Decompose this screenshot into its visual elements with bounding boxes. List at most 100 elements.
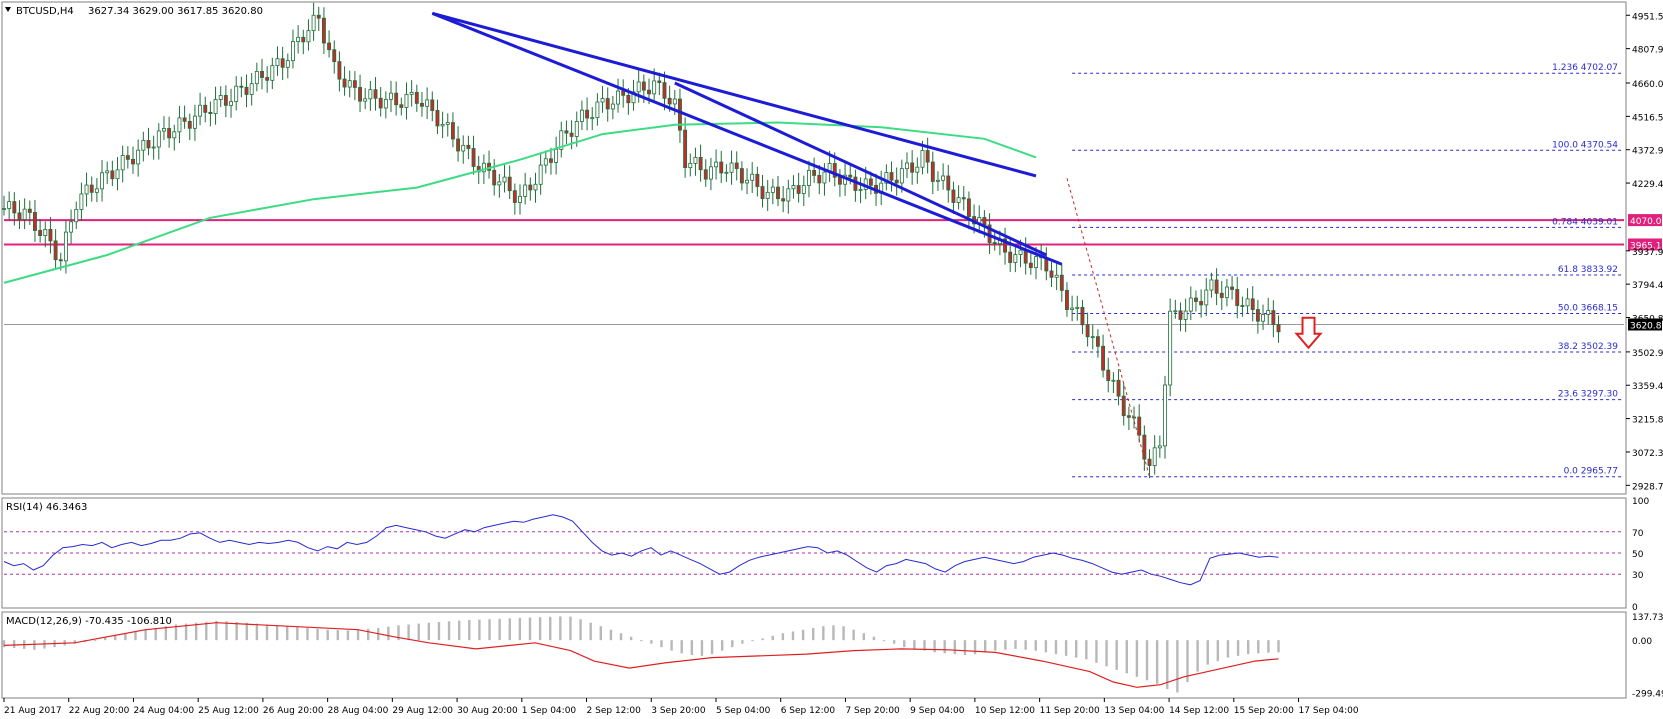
bull-candle bbox=[610, 103, 615, 110]
macd-histogram-bar bbox=[973, 640, 977, 655]
macd-histogram-bar bbox=[680, 640, 683, 654]
macd-histogram-bar bbox=[852, 629, 855, 641]
bear-candle bbox=[430, 99, 435, 111]
macd-histogram-bar bbox=[781, 633, 785, 641]
y-tick-label: 3072.30 bbox=[1632, 449, 1663, 459]
bull-candle bbox=[1013, 254, 1018, 263]
bull-candle bbox=[1173, 310, 1178, 313]
bear-candle bbox=[755, 173, 760, 187]
bear-candle bbox=[512, 190, 517, 203]
bull-candle bbox=[616, 90, 620, 105]
macd-histogram-bar bbox=[1216, 640, 1220, 662]
x-tick-label: 13 Sep 04:00 bbox=[1104, 706, 1164, 716]
bear-candle bbox=[414, 91, 419, 104]
bull-candle bbox=[1266, 310, 1271, 315]
x-tick-label: 11 Sep 20:00 bbox=[1040, 706, 1100, 716]
macd-histogram-bar bbox=[164, 626, 168, 641]
bull-candle bbox=[115, 169, 120, 180]
bull-candle bbox=[43, 228, 48, 236]
bear-candle bbox=[208, 111, 213, 114]
macd-histogram-bar bbox=[943, 640, 946, 654]
bear-candle bbox=[966, 198, 971, 217]
bull-candle bbox=[600, 98, 605, 103]
bull-candle bbox=[22, 208, 27, 220]
bear-candle bbox=[703, 169, 708, 180]
macd-histogram-bar bbox=[953, 640, 957, 655]
x-tick-label: 7 Sep 20:00 bbox=[845, 706, 900, 716]
main-panel[interactable] bbox=[1, 1, 1627, 495]
price-tag-bg bbox=[1628, 318, 1662, 331]
fib-level-label: 23.6 3297.30 bbox=[1558, 390, 1618, 400]
macd-histogram-bar bbox=[508, 618, 511, 641]
macd-histogram-bar bbox=[1176, 640, 1179, 693]
bull-candle bbox=[198, 104, 203, 117]
bull-candle bbox=[311, 14, 316, 32]
macd-label: MACD(12,26,9) -70.435 -106.810 bbox=[6, 616, 172, 627]
macd-histogram-bar bbox=[933, 640, 936, 653]
bear-candle bbox=[641, 81, 646, 91]
bear-candle bbox=[1250, 298, 1255, 310]
bear-candle bbox=[239, 85, 244, 88]
macd-histogram-bar bbox=[1206, 640, 1209, 665]
bull-candle bbox=[363, 98, 368, 102]
bear-candle bbox=[1276, 324, 1281, 333]
macd-histogram-bar bbox=[619, 633, 623, 641]
macd-histogram-bar bbox=[93, 640, 97, 642]
bear-candle bbox=[244, 86, 249, 95]
bear-candle bbox=[910, 162, 915, 173]
bear-candle bbox=[626, 94, 631, 104]
fib-level-label: 0.784 4039.01 bbox=[1552, 217, 1618, 227]
bull-candle bbox=[1209, 279, 1214, 291]
macd-histogram-bar bbox=[1095, 640, 1098, 663]
bull-candle bbox=[1054, 274, 1059, 278]
bull-candle bbox=[899, 168, 904, 184]
bear-candle bbox=[817, 175, 822, 184]
bull-candle bbox=[481, 162, 486, 173]
bear-candle bbox=[1178, 310, 1183, 320]
bull-candle bbox=[941, 175, 946, 181]
bull-candle bbox=[822, 171, 827, 184]
bull-candle bbox=[1018, 249, 1023, 255]
bear-candle bbox=[683, 129, 688, 169]
macd-histogram-bar bbox=[559, 616, 562, 641]
macd-histogram-bar bbox=[144, 629, 147, 641]
trendline[interactable] bbox=[431, 11, 1063, 266]
x-tick-label: 10 Sep 12:00 bbox=[975, 706, 1035, 716]
bull-candle bbox=[1188, 297, 1193, 312]
bear-candle bbox=[776, 186, 780, 200]
fib-level-label: 61.8 3833.92 bbox=[1558, 265, 1618, 275]
macd-panel[interactable] bbox=[1, 611, 1627, 699]
bear-candle bbox=[678, 98, 682, 131]
bear-candle bbox=[203, 104, 208, 113]
bull-candle bbox=[440, 123, 445, 127]
bull-candle bbox=[559, 130, 564, 150]
bear-candle bbox=[378, 97, 383, 109]
bull-candle bbox=[533, 183, 538, 191]
bear-candle bbox=[337, 61, 342, 80]
bear-candle bbox=[182, 117, 187, 122]
bull-candle bbox=[389, 92, 393, 100]
x-tick-label: 14 Sep 12:00 bbox=[1169, 706, 1229, 716]
macd-histogram-bar bbox=[225, 621, 228, 641]
bear-candle bbox=[131, 158, 135, 165]
trendline[interactable] bbox=[674, 81, 1047, 257]
macd-histogram-bar bbox=[1196, 640, 1199, 672]
bear-candle bbox=[265, 77, 270, 81]
bear-candle bbox=[734, 162, 739, 169]
macd-histogram-bar bbox=[549, 616, 552, 641]
bull-candle bbox=[120, 155, 125, 171]
bull-candle bbox=[296, 36, 301, 42]
fib-level-label: 100.0 4370.54 bbox=[1552, 140, 1618, 150]
x-tick-label: 17 Sep 04:00 bbox=[1299, 706, 1359, 716]
bull-candle bbox=[786, 188, 791, 202]
bear-candle bbox=[1095, 336, 1100, 347]
bull-candle bbox=[84, 184, 89, 195]
bear-candle bbox=[1194, 297, 1198, 302]
macd-histogram-bar bbox=[741, 640, 744, 644]
macd-histogram-bar bbox=[528, 617, 532, 641]
bull-candle bbox=[708, 166, 713, 180]
macd-histogram-bar bbox=[538, 617, 542, 641]
macd-histogram-bar bbox=[1125, 640, 1128, 674]
macd-histogram-bar bbox=[498, 618, 501, 641]
trendline[interactable] bbox=[431, 11, 1037, 178]
